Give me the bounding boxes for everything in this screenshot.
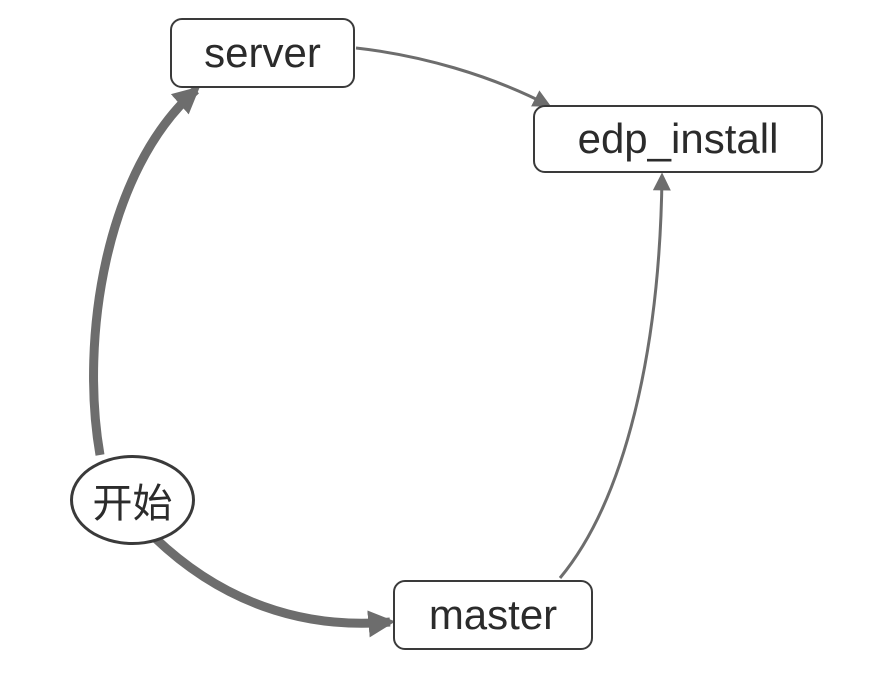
node-edp-install: edp_install bbox=[533, 105, 823, 173]
edge-start-master bbox=[155, 538, 390, 623]
node-start: 开始 bbox=[70, 455, 195, 545]
node-edp-install-label: edp_install bbox=[578, 115, 779, 163]
node-master: master bbox=[393, 580, 593, 650]
node-master-label: master bbox=[429, 591, 557, 639]
node-server-label: server bbox=[204, 29, 321, 77]
edge-start-server bbox=[94, 90, 196, 455]
flowchart-diagram: 开始 server master edp_install bbox=[0, 0, 877, 685]
node-server: server bbox=[170, 18, 355, 88]
node-start-label: 开始 bbox=[93, 471, 173, 529]
edge-server-edp bbox=[356, 48, 548, 105]
edge-master-edp bbox=[560, 176, 662, 578]
